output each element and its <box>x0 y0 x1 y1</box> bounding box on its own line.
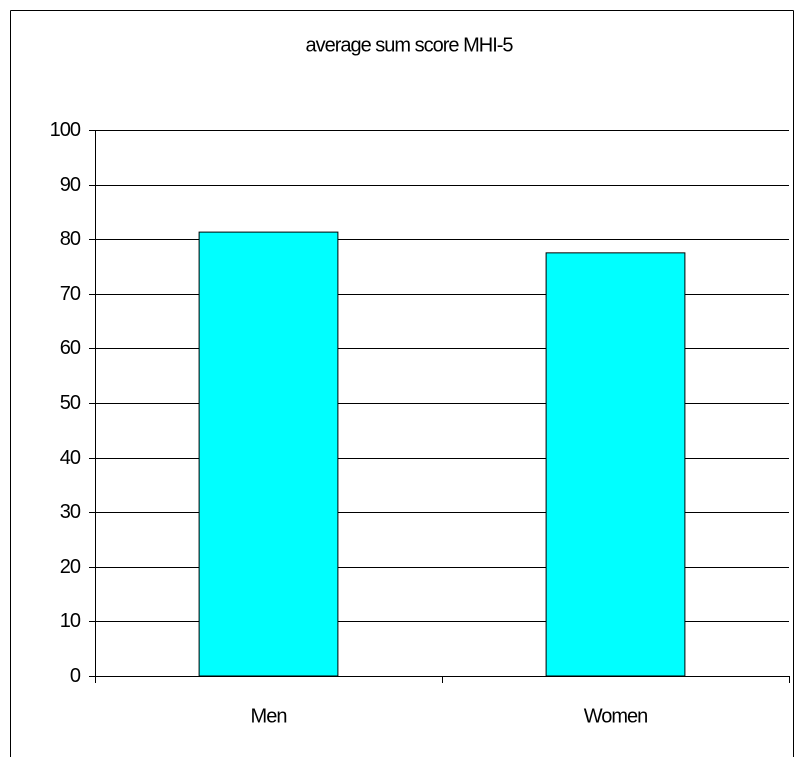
y-tick-label: 0 <box>70 665 81 687</box>
y-tick-label: 40 <box>60 447 81 469</box>
y-tick-label: 10 <box>60 610 81 632</box>
y-tick-label: 50 <box>60 392 81 414</box>
y-tick-label: 20 <box>60 556 81 578</box>
x-tick-label: Men <box>251 705 287 727</box>
y-tick-label: 90 <box>60 174 81 196</box>
y-tick-label: 70 <box>60 283 81 305</box>
y-tick-label: 30 <box>60 501 81 523</box>
chart-title: average sum score MHI-5 <box>305 34 513 56</box>
x-tick-label: Women <box>584 705 648 727</box>
y-tick-label: 100 <box>50 119 81 141</box>
bar <box>198 231 339 677</box>
y-tick-label: 80 <box>60 228 81 250</box>
bar <box>545 252 686 677</box>
y-tick-label: 60 <box>60 337 81 359</box>
